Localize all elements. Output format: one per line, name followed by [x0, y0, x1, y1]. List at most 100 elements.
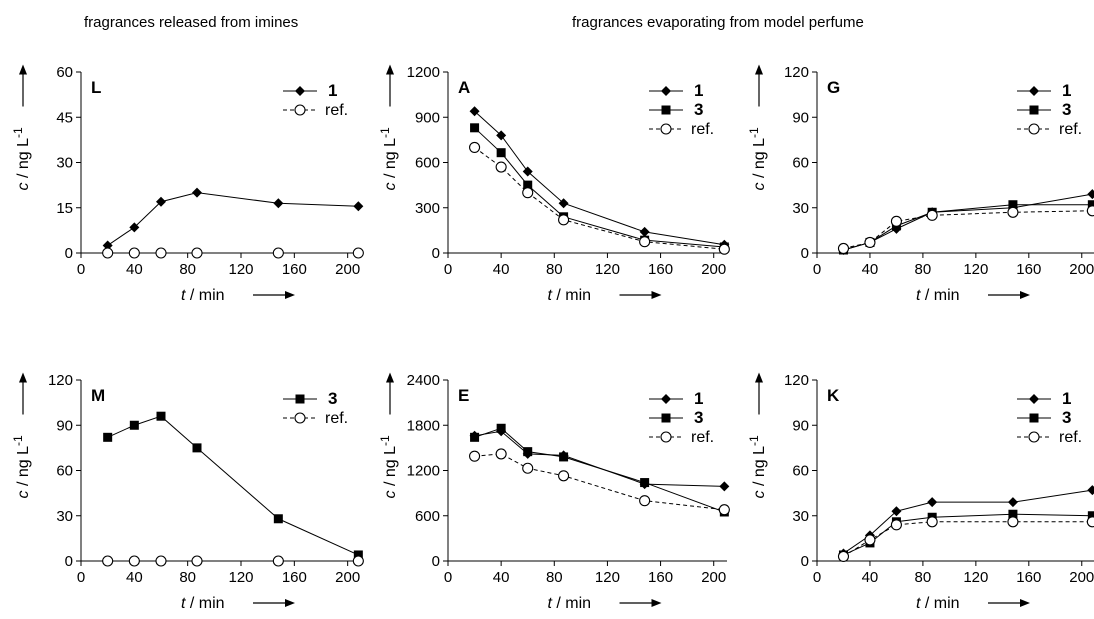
legend-label: ref.	[1059, 429, 1082, 446]
y-axis-label: c / ng L-1	[378, 127, 399, 190]
series-line-1	[107, 192, 359, 246]
data-point-ref	[352, 247, 364, 259]
legend-label: ref.	[325, 102, 348, 119]
panel-label: G	[827, 78, 840, 97]
data-point-ref	[191, 247, 203, 259]
x-tick-label: 200	[1069, 261, 1094, 278]
data-point-ref	[558, 214, 570, 226]
legend-marker	[661, 394, 671, 404]
y-tick-label: 60	[792, 155, 809, 172]
x-tick-label: 80	[179, 569, 196, 586]
x-axis-label: t / min	[548, 287, 592, 304]
data-point-ref	[102, 247, 114, 259]
x-tick-label: 40	[126, 569, 143, 586]
data-point-1	[1087, 485, 1094, 496]
x-tick-label: 160	[282, 569, 307, 586]
legend-label: 3	[694, 408, 703, 427]
data-point-ref	[522, 462, 534, 474]
x-tick-label: 40	[862, 569, 879, 586]
data-point-1	[353, 201, 364, 212]
data-point-1	[156, 196, 166, 207]
y-tick-label: 120	[48, 372, 73, 389]
legend-marker	[660, 431, 672, 443]
data-point-ref	[155, 555, 167, 567]
y-tick-label: 30	[56, 508, 73, 525]
data-point-ref	[272, 247, 284, 259]
x-tick-label: 160	[648, 261, 673, 278]
y-tick-label: 0	[65, 245, 73, 262]
x-tick-label: 0	[444, 261, 452, 278]
data-point-ref	[639, 495, 651, 507]
y-tick-label: 600	[415, 155, 440, 172]
legend-marker	[295, 394, 305, 404]
x-axis-arrowhead	[1020, 599, 1030, 607]
data-point-ref	[191, 555, 203, 567]
legend-label: 1	[694, 81, 703, 100]
data-point-3	[559, 452, 569, 462]
legend-marker	[660, 123, 672, 135]
x-tick-label: 0	[77, 569, 85, 586]
series-line-3	[843, 513, 1093, 556]
x-tick-label: 200	[701, 569, 726, 586]
data-point-3	[1008, 200, 1018, 210]
data-point-ref	[837, 242, 850, 255]
panel-k: 0 30 60 90 120 0 40 80 120 160 200 t / min c / ng L-…	[747, 372, 1094, 612]
y-tick-label: 1200	[407, 64, 440, 81]
x-axis-arrowhead	[285, 599, 295, 607]
y-axis-arrowhead	[755, 372, 763, 383]
legend-marker	[1028, 431, 1040, 443]
x-tick-label: 120	[963, 569, 988, 586]
series-line-ref	[474, 453, 725, 511]
data-point-3	[523, 447, 533, 457]
series-line-1	[474, 110, 725, 246]
x-tick-label: 80	[915, 261, 932, 278]
data-point-3	[129, 420, 139, 430]
legend-marker	[1029, 86, 1039, 96]
data-point-3	[103, 432, 113, 442]
y-axis-label: c / ng L-1	[747, 435, 768, 498]
y-tick-label: 30	[792, 200, 809, 217]
data-point-3	[470, 123, 480, 133]
y-tick-label: 600	[415, 508, 440, 525]
data-point-1	[192, 187, 202, 198]
y-axis-label: c / ng L-1	[11, 435, 32, 498]
x-tick-label: 120	[963, 261, 988, 278]
data-point-3	[1087, 200, 1094, 210]
data-point-3	[156, 411, 166, 421]
x-axis-label: t / min	[916, 595, 960, 612]
legend-label: 3	[1062, 408, 1071, 427]
y-tick-label: 30	[792, 508, 809, 525]
x-tick-label: 200	[1069, 569, 1094, 586]
y-axis-label: c / ng L-1	[11, 127, 32, 190]
legend-marker	[294, 104, 306, 116]
data-point-ref	[1086, 205, 1094, 217]
legend-label: 3	[328, 389, 337, 408]
x-tick-label: 80	[179, 261, 196, 278]
series-line-3	[474, 127, 725, 248]
panel-l: 0 15 30 45 60 0 40 80 120 160 200 t / min c / ng L-1…	[11, 64, 364, 304]
y-axis-arrowhead	[19, 64, 27, 75]
y-tick-label: 0	[801, 553, 809, 570]
x-tick-label: 0	[77, 261, 85, 278]
x-tick-label: 200	[335, 569, 360, 586]
x-axis-arrowhead	[1020, 291, 1030, 299]
x-tick-label: 40	[493, 569, 510, 586]
legend-label: 1	[328, 81, 337, 100]
data-point-ref	[926, 209, 938, 221]
legend-marker	[294, 412, 306, 424]
heading-released-from-imines: fragrances released from imines	[84, 14, 299, 31]
y-axis-arrowhead	[386, 64, 394, 75]
data-point-1	[129, 222, 140, 233]
data-point-3	[273, 514, 283, 524]
y-tick-label: 2400	[407, 372, 440, 389]
x-tick-label: 160	[282, 261, 307, 278]
legend-label: ref.	[691, 121, 714, 138]
x-tick-label: 120	[595, 569, 620, 586]
y-tick-label: 60	[792, 463, 809, 480]
panel-a: 0 300 600 900 1200 0 40 80 120 160 200 t / min c / n…	[378, 64, 730, 304]
panel-label: L	[91, 78, 101, 97]
x-axis-label: t / min	[916, 287, 960, 304]
series-line-3	[107, 415, 359, 556]
x-tick-label: 200	[701, 261, 726, 278]
legend-label: 1	[694, 389, 703, 408]
